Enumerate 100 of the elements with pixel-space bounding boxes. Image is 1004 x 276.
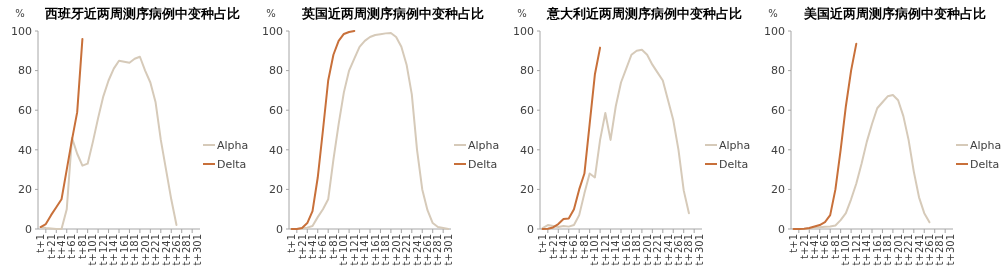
x-tick-label: t+141 <box>359 234 371 266</box>
y-tick-label: 20 <box>771 183 785 197</box>
y-axis-title: % <box>15 8 25 19</box>
x-tick-label: t+61 <box>317 234 329 260</box>
x-tick-label: t+141 <box>108 234 120 266</box>
x-tick-label: t+81 <box>578 234 590 260</box>
x-tick-label: t+1 <box>788 234 800 253</box>
x-tick-label: t+121 <box>850 234 862 266</box>
x-tick-label: t+261 <box>170 234 182 266</box>
x-tick-label: t+21 <box>45 234 57 260</box>
y-tick-label: 60 <box>269 104 283 118</box>
x-tick-label: t+101 <box>589 234 601 266</box>
x-tick-label: t+161 <box>369 234 381 266</box>
x-tick-label: t+241 <box>160 234 172 266</box>
y-tick-label: 100 <box>513 24 534 38</box>
legend-label: Delta <box>468 157 498 171</box>
x-tick-label: t+41 <box>56 234 68 260</box>
y-axis-title: % <box>266 8 276 19</box>
y-tick-label: 60 <box>771 104 785 118</box>
y-axis-title: % <box>517 8 527 19</box>
line-series <box>39 55 178 230</box>
chart-title: 西班牙近两周测序病例中变种占比 <box>43 6 240 21</box>
legend-label: Alpha <box>719 138 751 152</box>
x-tick-label: t+21 <box>547 234 559 260</box>
x-tick-label: t+121 <box>599 234 611 266</box>
x-tick-label: t+1 <box>35 234 47 253</box>
x-tick-label: t+201 <box>641 234 653 266</box>
x-tick-label: t+81 <box>327 234 339 260</box>
x-tick-label: t+101 <box>87 234 99 266</box>
legend-label: Delta <box>719 157 749 171</box>
y-tick-label: 80 <box>269 64 283 78</box>
x-tick-label: t+161 <box>118 234 130 266</box>
x-tick-label: t+281 <box>181 234 193 266</box>
x-tick-label: t+241 <box>662 234 674 266</box>
x-tick-label: t+101 <box>840 234 852 266</box>
x-tick-label: t+61 <box>66 234 78 260</box>
y-tick-label: 40 <box>520 143 534 157</box>
y-tick-label: 60 <box>18 104 32 118</box>
x-tick-label: t+41 <box>558 234 570 260</box>
y-axis-title: % <box>768 8 778 19</box>
x-tick-label: t+301 <box>191 234 203 266</box>
x-tick-label: t+281 <box>432 234 444 266</box>
x-tick-label: t+21 <box>798 234 810 260</box>
x-tick-label: t+301 <box>944 234 956 266</box>
y-tick-label: 20 <box>18 183 32 197</box>
y-tick-label: 20 <box>269 183 283 197</box>
x-tick-label: t+121 <box>348 234 360 266</box>
y-tick-label: 0 <box>527 222 534 236</box>
x-tick-label: t+301 <box>693 234 705 266</box>
x-tick-label: t+1 <box>286 234 298 253</box>
x-tick-label: t+301 <box>442 234 454 266</box>
y-tick-label: 0 <box>276 222 283 236</box>
x-tick-label: t+41 <box>809 234 821 260</box>
x-tick-label: t+41 <box>307 234 319 260</box>
line-series <box>541 48 690 230</box>
chart-title: 美国近两周测序病例中变种占比 <box>803 6 986 21</box>
x-tick-label: t+21 <box>296 234 308 260</box>
y-tick-label: 80 <box>771 64 785 78</box>
x-tick-label: t+221 <box>401 234 413 266</box>
x-tick-label: t+181 <box>129 234 141 266</box>
legend-label: Alpha <box>468 138 500 152</box>
legend-label: Alpha <box>970 138 1002 152</box>
x-tick-label: t+201 <box>390 234 402 266</box>
line-series <box>541 46 602 230</box>
x-tick-label: t+141 <box>861 234 873 266</box>
x-tick-label: t+81 <box>76 234 88 260</box>
x-tick-label: t+221 <box>150 234 162 266</box>
x-tick-label: t+181 <box>631 234 643 266</box>
y-tick-label: 0 <box>778 222 785 236</box>
x-tick-label: t+241 <box>913 234 925 266</box>
x-tick-label: t+181 <box>380 234 392 266</box>
y-tick-label: 60 <box>520 104 534 118</box>
x-tick-label: t+181 <box>882 234 894 266</box>
chart-title: 英国近两周测序病例中变种占比 <box>301 6 484 21</box>
x-tick-label: t+161 <box>871 234 883 266</box>
y-tick-label: 100 <box>764 24 785 38</box>
y-tick-label: 0 <box>25 222 32 236</box>
x-tick-label: t+261 <box>672 234 684 266</box>
x-tick-label: t+281 <box>683 234 695 266</box>
x-tick-label: t+161 <box>620 234 632 266</box>
y-tick-label: 40 <box>269 143 283 157</box>
legend-label: Alpha <box>217 138 249 152</box>
y-tick-label: 80 <box>18 64 32 78</box>
x-tick-label: t+101 <box>338 234 350 266</box>
x-tick-label: t+221 <box>903 234 915 266</box>
line-series <box>39 37 84 229</box>
y-tick-label: 40 <box>18 143 32 157</box>
x-tick-label: t+61 <box>819 234 831 260</box>
x-tick-label: t+61 <box>568 234 580 260</box>
x-tick-label: t+241 <box>411 234 423 266</box>
x-tick-label: t+121 <box>97 234 109 266</box>
x-tick-label: t+1 <box>537 234 549 253</box>
line-series <box>792 42 858 230</box>
x-tick-label: t+141 <box>610 234 622 266</box>
y-tick-label: 100 <box>262 24 283 38</box>
x-tick-label: t+261 <box>421 234 433 266</box>
y-tick-label: 20 <box>520 183 534 197</box>
legend-label: Delta <box>970 157 1000 171</box>
x-tick-label: t+221 <box>652 234 664 266</box>
y-tick-label: 40 <box>771 143 785 157</box>
